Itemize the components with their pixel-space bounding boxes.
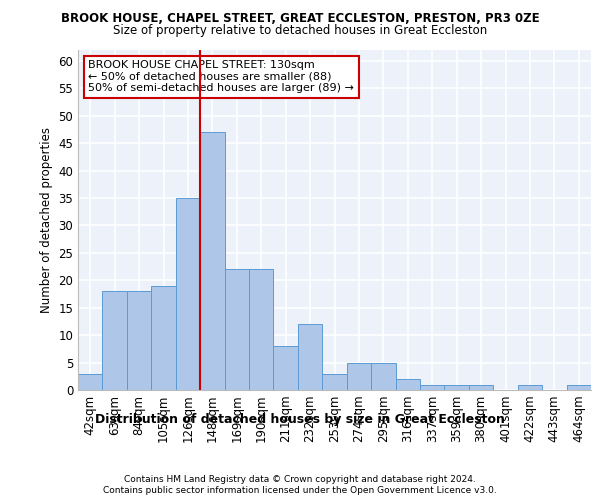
Bar [469,384,493,390]
Bar [127,292,151,390]
Bar [347,362,371,390]
Text: Contains HM Land Registry data © Crown copyright and database right 2024.: Contains HM Land Registry data © Crown c… [124,475,476,484]
Bar [224,270,249,390]
Bar [445,384,469,390]
Text: BROOK HOUSE CHAPEL STREET: 130sqm
← 50% of detached houses are smaller (88)
50% : BROOK HOUSE CHAPEL STREET: 130sqm ← 50% … [88,60,354,94]
Bar [322,374,347,390]
Y-axis label: Number of detached properties: Number of detached properties [40,127,53,313]
Bar [566,384,591,390]
Text: Distribution of detached houses by size in Great Eccleston: Distribution of detached houses by size … [95,412,505,426]
Bar [420,384,445,390]
Bar [249,270,274,390]
Text: Size of property relative to detached houses in Great Eccleston: Size of property relative to detached ho… [113,24,487,37]
Bar [371,362,395,390]
Bar [151,286,176,390]
Bar [395,379,420,390]
Bar [298,324,322,390]
Bar [78,374,103,390]
Text: BROOK HOUSE, CHAPEL STREET, GREAT ECCLESTON, PRESTON, PR3 0ZE: BROOK HOUSE, CHAPEL STREET, GREAT ECCLES… [61,12,539,26]
Bar [518,384,542,390]
Bar [200,132,224,390]
Bar [274,346,298,390]
Text: Contains public sector information licensed under the Open Government Licence v3: Contains public sector information licen… [103,486,497,495]
Bar [176,198,200,390]
Bar [103,292,127,390]
